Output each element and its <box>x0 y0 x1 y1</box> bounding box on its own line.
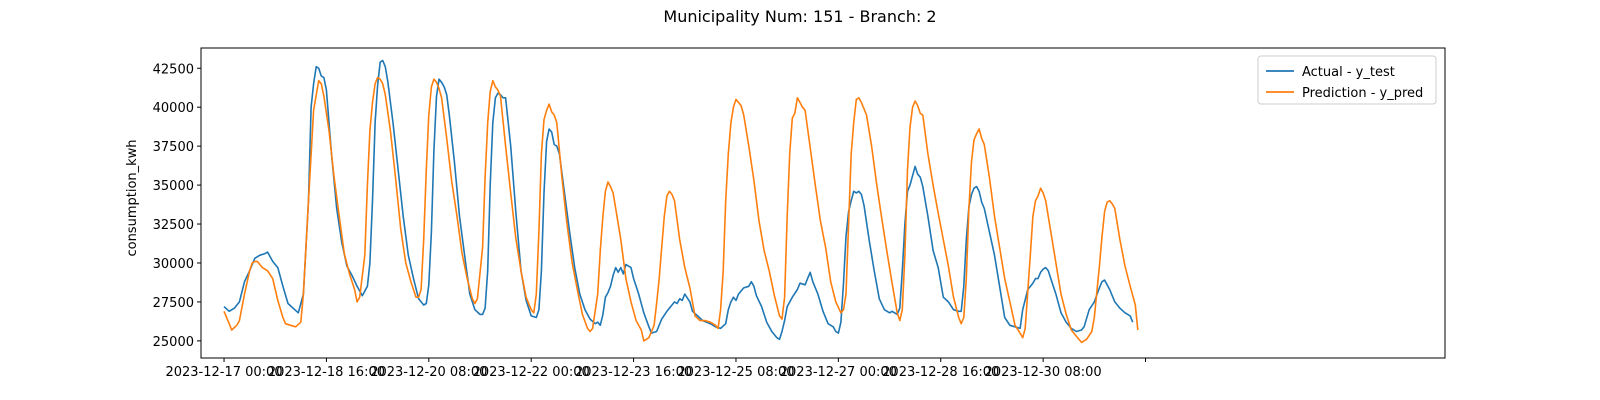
y-tick-label: 27500 <box>153 296 194 311</box>
y-tick-label: 25000 <box>153 335 194 350</box>
series-line-prediction <box>223 76 1139 344</box>
series-line-actual <box>223 59 1134 341</box>
legend-label: Prediction - y_pred <box>1302 86 1423 101</box>
x-tick-label: 2023-12-23 16:00 <box>575 365 692 380</box>
plot-frame <box>200 47 1446 359</box>
x-tick-label: 2023-12-25 08:00 <box>677 365 794 380</box>
x-tick-label: 2023-12-28 16:00 <box>882 365 999 380</box>
legend: Actual - y_test Prediction - y_pred <box>1257 55 1437 105</box>
x-tick-label: 2023-12-17 00:00 <box>165 365 282 380</box>
y-tick-label: 35000 <box>153 179 194 194</box>
x-tick-label: 2023-12-22 00:00 <box>473 365 590 380</box>
y-tick-label: 42500 <box>153 62 194 77</box>
chart-title: Municipality Num: 151 - Branch: 2 <box>663 7 936 26</box>
x-tick-label: 2023-12-18 16:00 <box>268 365 385 380</box>
y-tick-label: 30000 <box>153 257 194 272</box>
y-axis-label: consumption_kwh <box>125 139 140 256</box>
y-tick-label: 37500 <box>153 140 194 155</box>
x-tick-label: 2023-12-30 08:00 <box>985 365 1102 380</box>
legend-box <box>1257 55 1437 105</box>
y-tick-label: 32500 <box>153 218 194 233</box>
plot-area: 25000 27500 30000 32500 35000 37500 40000 42500… <box>153 47 1446 380</box>
y-tick-label: 40000 <box>153 101 194 116</box>
legend-label: Actual - y_test <box>1302 65 1395 80</box>
x-tick-label: 2023-12-20 08:00 <box>370 365 487 380</box>
x-tick-label: 2023-12-27 00:00 <box>780 365 897 380</box>
